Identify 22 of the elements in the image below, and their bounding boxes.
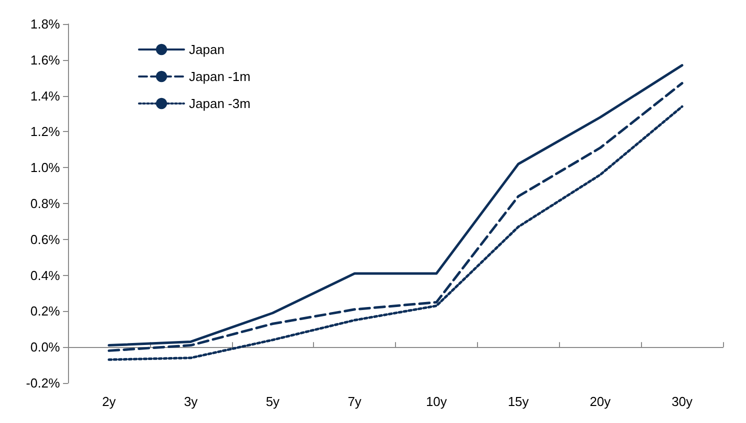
legend-label: Japan -1m: [189, 69, 250, 84]
y-tick-label: 1.6%: [30, 52, 60, 68]
y-tick-label: 1.4%: [30, 88, 60, 104]
y-tick-label: -0.2%: [26, 376, 60, 390]
x-tick-label: 5y: [266, 394, 280, 409]
y-tick-label: 0.8%: [30, 196, 60, 211]
legend-label: Japan -3m: [189, 96, 250, 111]
y-tick-label: 1.2%: [30, 124, 60, 140]
y-tick-label: 0.6%: [30, 232, 60, 247]
y-tick-label: 0.2%: [30, 304, 60, 319]
x-tick-label: 20y: [590, 394, 612, 409]
y-tick-label: 0.4%: [30, 268, 60, 283]
x-tick-label: 2y: [102, 394, 116, 409]
x-tick-label: 10y: [426, 394, 448, 409]
y-tick-label: 0.0%: [30, 340, 60, 355]
x-tick-label: 7y: [348, 394, 362, 409]
y-tick-label: 1.8%: [30, 16, 60, 32]
x-tick-label: 3y: [184, 394, 198, 409]
x-tick-label: 15y: [508, 394, 530, 409]
y-tick-label: 1.0%: [30, 160, 60, 176]
x-tick-label: 30y: [672, 394, 694, 409]
legend-label: Japan: [189, 42, 224, 57]
